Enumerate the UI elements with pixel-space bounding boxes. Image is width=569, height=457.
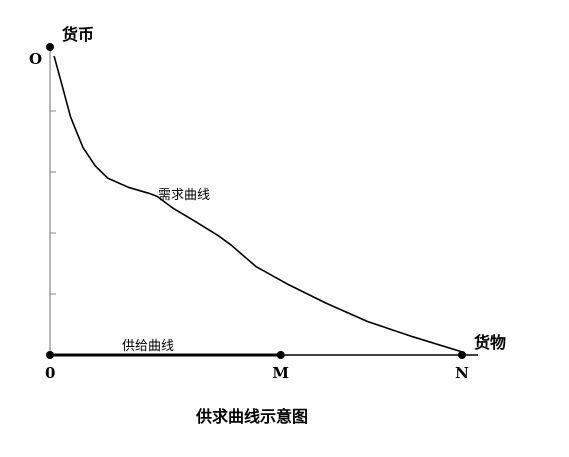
y-axis-label: 货币	[62, 25, 94, 44]
demand-curve	[53, 55, 463, 353]
axes	[49, 50, 478, 356]
x-point-label-n: N	[455, 364, 469, 382]
chart-title: 供求曲线示意图	[195, 407, 308, 426]
x-point-dot-m	[276, 351, 285, 359]
x-point-dot-n	[458, 351, 466, 359]
demand-curve-label: 需求曲线	[158, 188, 210, 203]
y-top-dot	[46, 43, 54, 51]
origin-label: 0	[45, 364, 55, 382]
x-axis-label: 货物	[474, 333, 506, 352]
y-ticks	[50, 110, 56, 295]
supply-curve-label: 供给曲线	[122, 339, 174, 354]
y-top-label: O	[29, 50, 42, 68]
x-point-label-m: M	[272, 364, 289, 382]
series-layer	[50, 55, 463, 357]
origin-dot	[46, 351, 54, 359]
